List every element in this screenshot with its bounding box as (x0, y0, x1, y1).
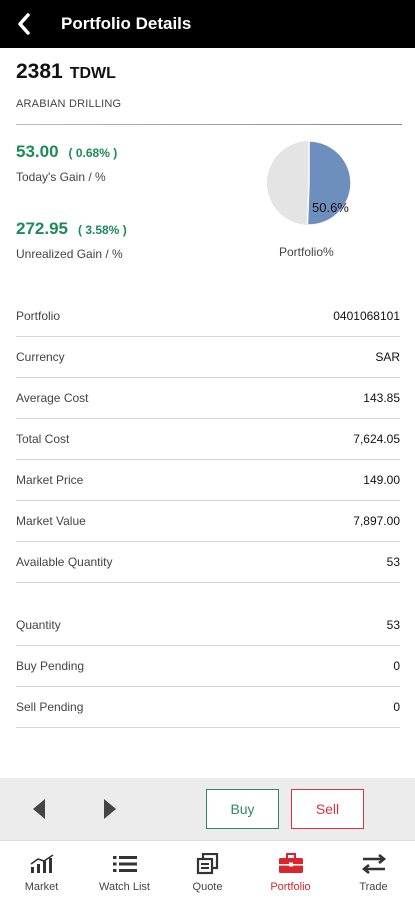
detail-row-available-quantity: Available Quantity 53 (16, 542, 400, 583)
detail-row-quantity: Quantity 53 (16, 605, 400, 646)
unrealized-gain-percent: ( 3.58% ) (78, 223, 127, 237)
stock-code: 2381 (16, 60, 63, 83)
nav-label: Watch List (99, 881, 150, 893)
triangle-right-icon (104, 799, 116, 819)
row-label: Buy Pending (16, 659, 85, 673)
nav-label: Trade (359, 881, 388, 893)
detail-row-total-cost: Total Cost 7,624.05 (16, 419, 400, 460)
page-title: Portfolio Details (61, 14, 192, 33)
unrealized-gain-label: Unrealized Gain / % (16, 247, 123, 261)
row-label: Market Price (16, 473, 84, 487)
row-label: Average Cost (16, 391, 89, 405)
row-label: Market Value (16, 514, 86, 528)
row-value: 53 (386, 618, 400, 632)
row-label: Available Quantity (16, 555, 113, 569)
next-stock-button[interactable] (103, 798, 117, 825)
app-header: Portfolio Details (0, 0, 415, 48)
divider (16, 124, 402, 125)
market-chart-icon (28, 853, 56, 875)
row-value: SAR (375, 350, 400, 364)
triangle-left-icon (33, 799, 45, 819)
watch-list-icon (111, 853, 139, 875)
todays-gain-percent: ( 0.68% ) (68, 146, 118, 160)
detail-row-portfolio: Portfolio 0401068101 (16, 296, 400, 337)
stock-market: TDWL (69, 65, 116, 82)
row-label: Currency (16, 350, 65, 364)
chevron-left-icon (18, 13, 30, 35)
portfolio-percent-value: 50.6% (312, 200, 349, 215)
portfolio-pie-chart (266, 140, 352, 226)
todays-gain-value: 53.00 (16, 142, 59, 161)
details-list: Portfolio 0401068101 Currency SAR Averag… (16, 296, 400, 583)
previous-stock-button[interactable] (32, 798, 46, 825)
row-value: 0 (393, 659, 400, 673)
stock-name: ARABIAN DRILLING (16, 98, 122, 110)
detail-row-market-price: Market Price 149.00 (16, 460, 400, 501)
row-value: 0401068101 (333, 309, 400, 323)
nav-label: Portfolio (270, 881, 311, 893)
todays-gain: 53.00 ( 0.68% ) Today's Gain / % (16, 142, 117, 184)
nav-item-watch-list[interactable]: Watch List (83, 841, 166, 900)
quote-icon (194, 853, 222, 875)
row-value: 149.00 (363, 473, 400, 487)
detail-row-average-cost: Average Cost 143.85 (16, 378, 400, 419)
quantity-list: Quantity 53 Buy Pending 0 Sell Pending 0 (16, 605, 400, 728)
buy-button[interactable]: Buy (206, 789, 279, 829)
nav-item-portfolio[interactable]: Portfolio (249, 841, 332, 900)
row-label: Total Cost (16, 432, 70, 446)
detail-row-buy-pending: Buy Pending 0 (16, 646, 400, 687)
bottom-navigation: Market Watch List (0, 840, 415, 900)
detail-row-currency: Currency SAR (16, 337, 400, 378)
nav-label: Market (24, 881, 59, 893)
nav-item-quote[interactable]: Quote (166, 841, 249, 900)
back-button[interactable] (0, 0, 48, 48)
row-label: Sell Pending (16, 700, 84, 714)
nav-label: Quote (192, 881, 223, 893)
row-value: 7,624.05 (353, 432, 400, 446)
row-value: 53 (386, 555, 400, 569)
row-value: 7,897.00 (353, 514, 400, 528)
action-bar: Buy Sell (0, 778, 415, 840)
todays-gain-label: Today's Gain / % (16, 170, 106, 184)
stock-symbol-block: 2381 TDWL ARABIAN DRILLING (16, 60, 121, 110)
briefcase-icon (277, 853, 305, 875)
pie-portfolio-slice (306, 140, 352, 226)
trade-arrows-icon (360, 853, 388, 875)
row-label: Quantity (16, 618, 61, 632)
row-value: 0 (393, 700, 400, 714)
detail-row-sell-pending: Sell Pending 0 (16, 687, 400, 728)
nav-item-trade[interactable]: Trade (332, 841, 415, 900)
row-value: 143.85 (363, 391, 400, 405)
unrealized-gain: 272.95 ( 3.58% ) Unrealized Gain / % (16, 219, 127, 261)
detail-row-market-value: Market Value 7,897.00 (16, 501, 400, 542)
portfolio-percent-label: Portfolio% (279, 245, 334, 259)
row-label: Portfolio (16, 309, 61, 323)
nav-item-market[interactable]: Market (0, 841, 83, 900)
unrealized-gain-value: 272.95 (16, 219, 68, 238)
sell-button[interactable]: Sell (291, 789, 364, 829)
